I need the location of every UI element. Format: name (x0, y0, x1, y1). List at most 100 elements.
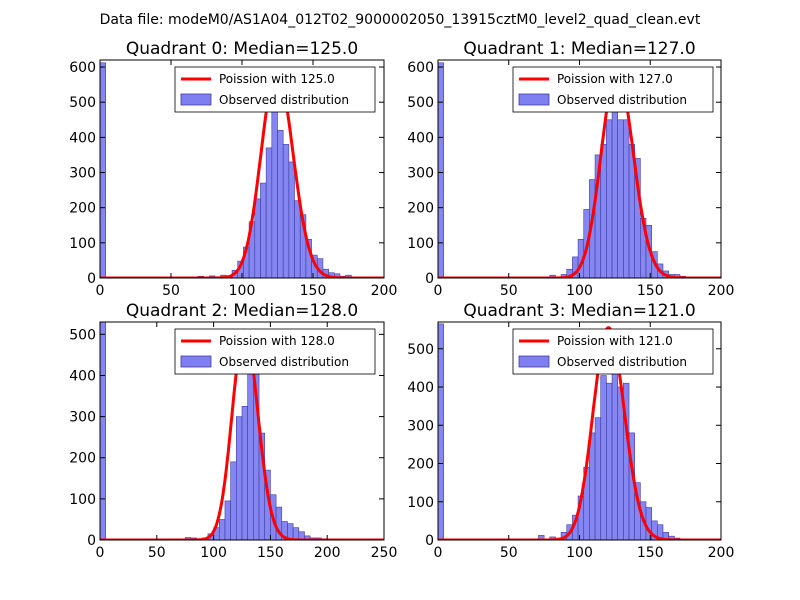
y-tick-label: 100 (407, 495, 434, 511)
histogram-bar (288, 161, 295, 278)
x-tick-label: 0 (96, 283, 105, 299)
panel-quadrant-0: Quadrant 0: Median=125.0 0 50 100 150 200 0 100… (69, 39, 397, 299)
legend: Poission with 128.0 Observed distribution (174, 328, 376, 375)
x-tick-label: 200 (314, 545, 341, 561)
histogram-bar (277, 130, 284, 278)
legend-bar-swatch (180, 355, 212, 368)
y-tick-label: 200 (407, 201, 434, 217)
axes-frame (99, 321, 385, 541)
histogram-bar (617, 119, 624, 278)
panels: Quadrant 0: Median=125.0 0 50 100 150 200 0 100… (69, 39, 734, 561)
histogram-bar (294, 200, 301, 278)
y-tick-label: 200 (69, 451, 96, 467)
plot-area (438, 323, 721, 540)
x-tick-label: 200 (708, 283, 735, 299)
y-tick-label: 100 (407, 236, 434, 252)
y-tick-label: 400 (69, 368, 96, 384)
histogram-bar (230, 461, 237, 540)
y-tick-label: 500 (407, 342, 434, 358)
figure-title: Data file: modeM0/AS1A04_012T02_90000020… (100, 12, 701, 28)
x-tick-label: 0 (434, 545, 443, 561)
legend-line-label: Poission with 125.0 (219, 72, 335, 86)
y-tick-label: 500 (69, 327, 96, 343)
histogram-bar (100, 322, 106, 540)
histogram-bar (260, 182, 267, 278)
panel-title: Quadrant 1: Median=127.0 (463, 39, 695, 59)
histogram-bar (265, 147, 273, 278)
panel-quadrant-2: Quadrant 2: Median=128.0 0 50 100 150 200 250 0… (69, 301, 397, 561)
y-tick-label: 600 (69, 60, 96, 76)
legend-bar-label: Observed distribution (557, 355, 687, 369)
histogram-bar (438, 323, 444, 540)
panel-quadrant-3: Quadrant 3: Median=121.0 0 50 100 150 200 0 100… (407, 301, 734, 561)
legend-bar-label: Observed distribution (219, 93, 349, 107)
legend-line-label: Poission with 127.0 (557, 72, 673, 86)
histogram-bar (600, 144, 607, 278)
histogram-bar (600, 375, 607, 540)
y-tick-label: 300 (69, 410, 96, 426)
panel-title: Quadrant 3: Median=121.0 (463, 301, 695, 321)
panel-title: Quadrant 0: Median=125.0 (126, 39, 358, 59)
x-tick-label: 150 (637, 545, 664, 561)
histogram-bar (282, 144, 290, 278)
histogram-bar (606, 119, 613, 278)
histogram-bar (241, 406, 248, 540)
histogram-bar (271, 108, 278, 278)
y-tick-label: 200 (407, 457, 434, 473)
legend-line-label: Poission with 128.0 (219, 334, 335, 348)
x-tick-label: 200 (371, 283, 398, 299)
legend-bar-swatch (518, 93, 550, 106)
legend-bar-label: Observed distribution (557, 93, 687, 107)
panel-title: Quadrant 2: Median=128.0 (126, 301, 358, 321)
y-tick-label: 300 (407, 418, 434, 434)
x-tick-label: 100 (200, 545, 227, 561)
histogram-bar (617, 386, 624, 540)
poisson-curve (438, 69, 721, 278)
histogram-bar (623, 119, 630, 278)
histogram-bar (292, 527, 300, 540)
y-tick-label: 0 (87, 533, 96, 549)
x-tick-label: 50 (148, 545, 166, 561)
legend: Poission with 125.0 Observed distribution (174, 66, 376, 113)
histogram-bar (589, 432, 596, 540)
y-tick-label: 400 (407, 130, 434, 146)
x-tick-label: 100 (229, 283, 256, 299)
legend-bar-swatch (518, 355, 550, 368)
legend-bar-label: Observed distribution (219, 355, 349, 369)
x-tick-label: 0 (96, 545, 105, 561)
legend-bar-swatch (180, 93, 212, 106)
x-tick-label: 150 (257, 545, 284, 561)
legend: Poission with 127.0 Observed distribution (512, 66, 714, 113)
x-tick-label: 200 (708, 545, 735, 561)
y-tick-label: 100 (69, 236, 96, 252)
x-tick-label: 100 (566, 283, 593, 299)
y-tick-label: 400 (69, 130, 96, 146)
x-tick-label: 0 (434, 283, 443, 299)
x-tick-label: 100 (566, 545, 593, 561)
y-tick-label: 300 (69, 166, 96, 182)
x-tick-label: 50 (162, 283, 180, 299)
x-tick-label: 150 (637, 283, 664, 299)
y-tick-label: 200 (69, 201, 96, 217)
y-tick-label: 500 (69, 95, 96, 111)
histogram-bar (594, 417, 602, 540)
y-tick-label: 100 (69, 492, 96, 508)
y-tick-label: 0 (87, 271, 96, 287)
y-tick-label: 0 (425, 271, 434, 287)
legend-line-label: Poission with 121.0 (557, 334, 673, 348)
y-tick-label: 300 (407, 166, 434, 182)
legend-box (174, 328, 376, 375)
y-tick-label: 500 (407, 95, 434, 111)
histogram-bar (100, 62, 106, 278)
histogram-bar (224, 500, 231, 540)
histogram-bar (611, 94, 619, 278)
plot-area (438, 62, 721, 278)
y-tick-label: 400 (407, 380, 434, 396)
x-tick-label: 150 (300, 283, 327, 299)
histogram-bar (218, 519, 226, 540)
x-tick-label: 50 (500, 545, 518, 561)
histogram-bar (254, 198, 261, 278)
histogram-bar (236, 416, 243, 540)
histogram-bar (438, 62, 444, 278)
